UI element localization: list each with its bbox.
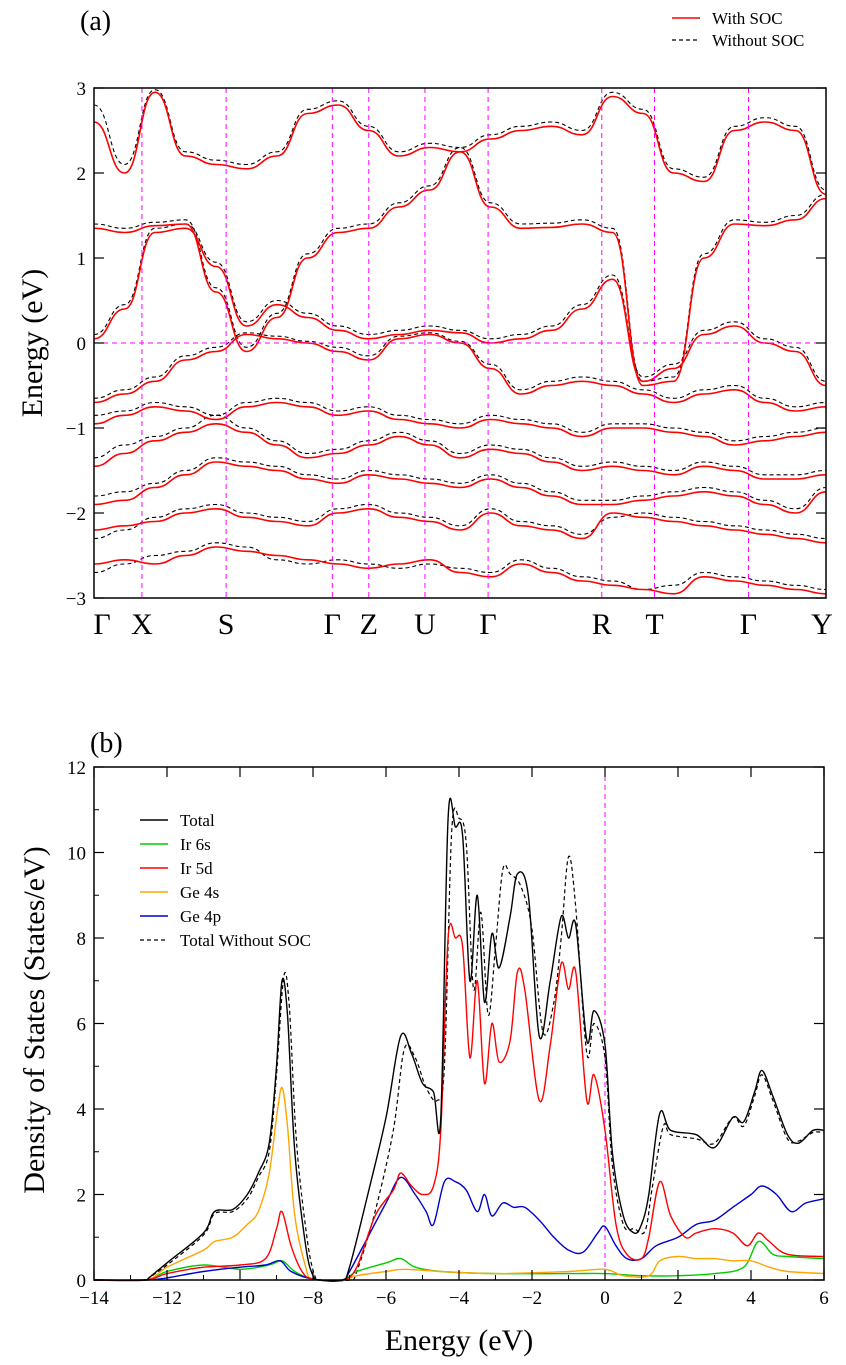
- band-without-soc-8: [94, 89, 826, 191]
- panel-b-xtick-label-0: −14: [79, 1288, 109, 1309]
- dos-series-total-without-soc: [93, 807, 825, 1282]
- band-without-soc-7: [94, 146, 826, 382]
- panel-b-label: (b): [90, 728, 123, 759]
- dos-series-ge-4p: [93, 1176, 825, 1282]
- dos-series-ir-5d: [93, 922, 825, 1282]
- band-with-soc-4: [94, 401, 826, 446]
- band-without-soc-3: [94, 414, 826, 476]
- kpoint-label-0: Γ: [93, 608, 110, 641]
- band-with-soc-3: [94, 422, 826, 480]
- dos-series-total: [93, 797, 825, 1282]
- panel-a-ytick-label-2: −1: [66, 419, 86, 440]
- panel-b-xtick-label-6: −2: [522, 1288, 542, 1309]
- band-with-soc-1: [94, 507, 826, 544]
- panel-b-xtick-label-4: −6: [376, 1288, 396, 1309]
- panel-b: (b) 0 2 4 6 8 10 12 −14 −12 −10 −8 −6 −4 −2 0 2 4 6 Total…: [18, 728, 829, 1357]
- dos-lines-group: [93, 767, 825, 1282]
- panel-b-y-axis-title: Density of States (States/eV): [18, 846, 51, 1193]
- panel-b-axes: 0 2 4 6 8 10 12 −14 −12 −10 −8 −6 −4 −2 0 2 4 6: [67, 758, 829, 1309]
- panel-b-ytick-label-6: 12: [67, 758, 86, 779]
- panel-b-ytick-label-1: 2: [77, 1186, 87, 1207]
- legend-label-total-without-soc: Total Without SOC: [180, 931, 311, 950]
- panel-b-xtick-label-8: 2: [673, 1288, 683, 1309]
- panel-a-legend: With SOC Without SOC: [672, 9, 804, 50]
- legend-label-with-soc: With SOC: [712, 9, 783, 28]
- legend-label-ir-5d: Ir 5d: [180, 859, 213, 878]
- panel-b-xtick-label-3: −8: [303, 1288, 323, 1309]
- band-with-soc-6: [94, 227, 826, 387]
- panel-b-xtick-label-1: −12: [152, 1288, 182, 1309]
- kpoint-label-4: Z: [360, 608, 378, 641]
- panel-b-ytick-label-0: 0: [77, 1271, 87, 1292]
- band-lines-group: [94, 89, 826, 595]
- panel-a-ytick-label-3: 0: [77, 334, 87, 355]
- panel-a-ytick-label-4: 1: [77, 249, 87, 270]
- panel-b-x-axis-title: Energy (eV): [385, 1324, 534, 1357]
- legend-label-ge-4p: Ge 4p: [180, 907, 221, 926]
- kpoint-label-7: R: [592, 608, 612, 641]
- dos-series-ge-4s: [93, 1086, 825, 1282]
- panel-a-label: (a): [80, 6, 111, 37]
- legend-label-ge-4s: Ge 4s: [180, 883, 219, 902]
- band-without-soc-2: [94, 457, 826, 510]
- panel-b-legend: Total Ir 6s Ir 5d Ge 4s Ge 4p Total With…: [140, 811, 311, 950]
- panel-a-y-axis-title: Energy (eV): [16, 269, 49, 418]
- band-with-soc-0: [94, 546, 826, 595]
- panel-b-xtick-label-9: 4: [746, 1288, 756, 1309]
- kpoint-label-2: S: [218, 608, 235, 641]
- panel-b-xtick-label-7: 0: [600, 1288, 610, 1309]
- panel-b-ytick-label-2: 4: [77, 1100, 87, 1121]
- kpoint-label-10: Y: [811, 608, 833, 641]
- panel-a-ytick-label-5: 2: [77, 164, 87, 185]
- high-symmetry-guides: [94, 88, 826, 598]
- panel-b-ytick-label-4: 8: [77, 929, 87, 950]
- band-without-soc-6: [94, 223, 826, 382]
- panel-a-ytick-label-1: −2: [66, 504, 86, 525]
- kpoint-label-6: Γ: [479, 608, 496, 641]
- panel-b-xtick-label-2: −10: [225, 1288, 255, 1309]
- dos-series-ir-6s: [93, 1240, 825, 1282]
- panel-b-ytick-label-5: 10: [67, 844, 86, 865]
- kpoint-label-1: X: [131, 608, 153, 641]
- kpoint-label-8: T: [645, 608, 663, 641]
- band-without-soc-0: [94, 542, 826, 591]
- band-with-soc-5: [94, 333, 826, 412]
- kpoint-label-3: Γ: [324, 608, 341, 641]
- band-with-soc-7: [94, 150, 826, 387]
- panel-a-ytick-label-0: −3: [66, 589, 86, 610]
- panel-b-ytick-label-3: 6: [77, 1015, 87, 1036]
- band-with-soc-2: [94, 461, 826, 514]
- panel-b-xtick-label-10: 6: [819, 1288, 829, 1309]
- band-without-soc-1: [94, 503, 826, 540]
- band-with-soc-8: [94, 91, 826, 196]
- band-without-soc-5: [94, 332, 826, 408]
- kpoint-label-9: Γ: [740, 608, 757, 641]
- legend-label-ir-6s: Ir 6s: [180, 835, 211, 854]
- kpoint-label-5: U: [414, 608, 436, 641]
- legend-label-total: Total: [180, 811, 215, 830]
- legend-label-without-soc: Without SOC: [712, 31, 804, 50]
- band-without-soc-4: [94, 397, 826, 442]
- panel-b-xtick-label-5: −4: [449, 1288, 470, 1309]
- panel-a-ytick-label-6: 3: [77, 79, 87, 100]
